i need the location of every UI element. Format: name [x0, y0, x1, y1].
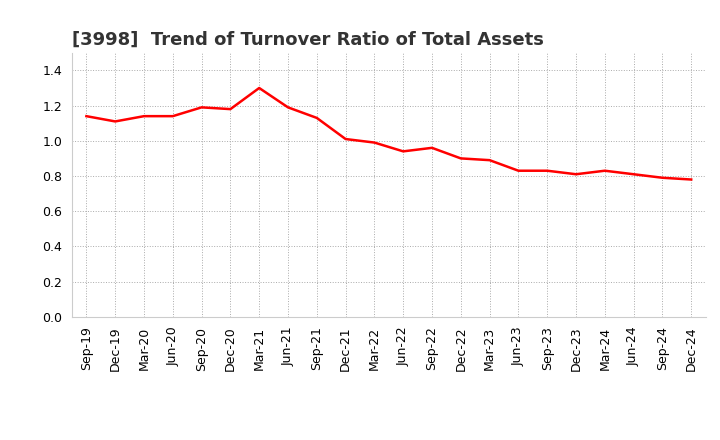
Text: [3998]  Trend of Turnover Ratio of Total Assets: [3998] Trend of Turnover Ratio of Total …	[72, 31, 544, 49]
